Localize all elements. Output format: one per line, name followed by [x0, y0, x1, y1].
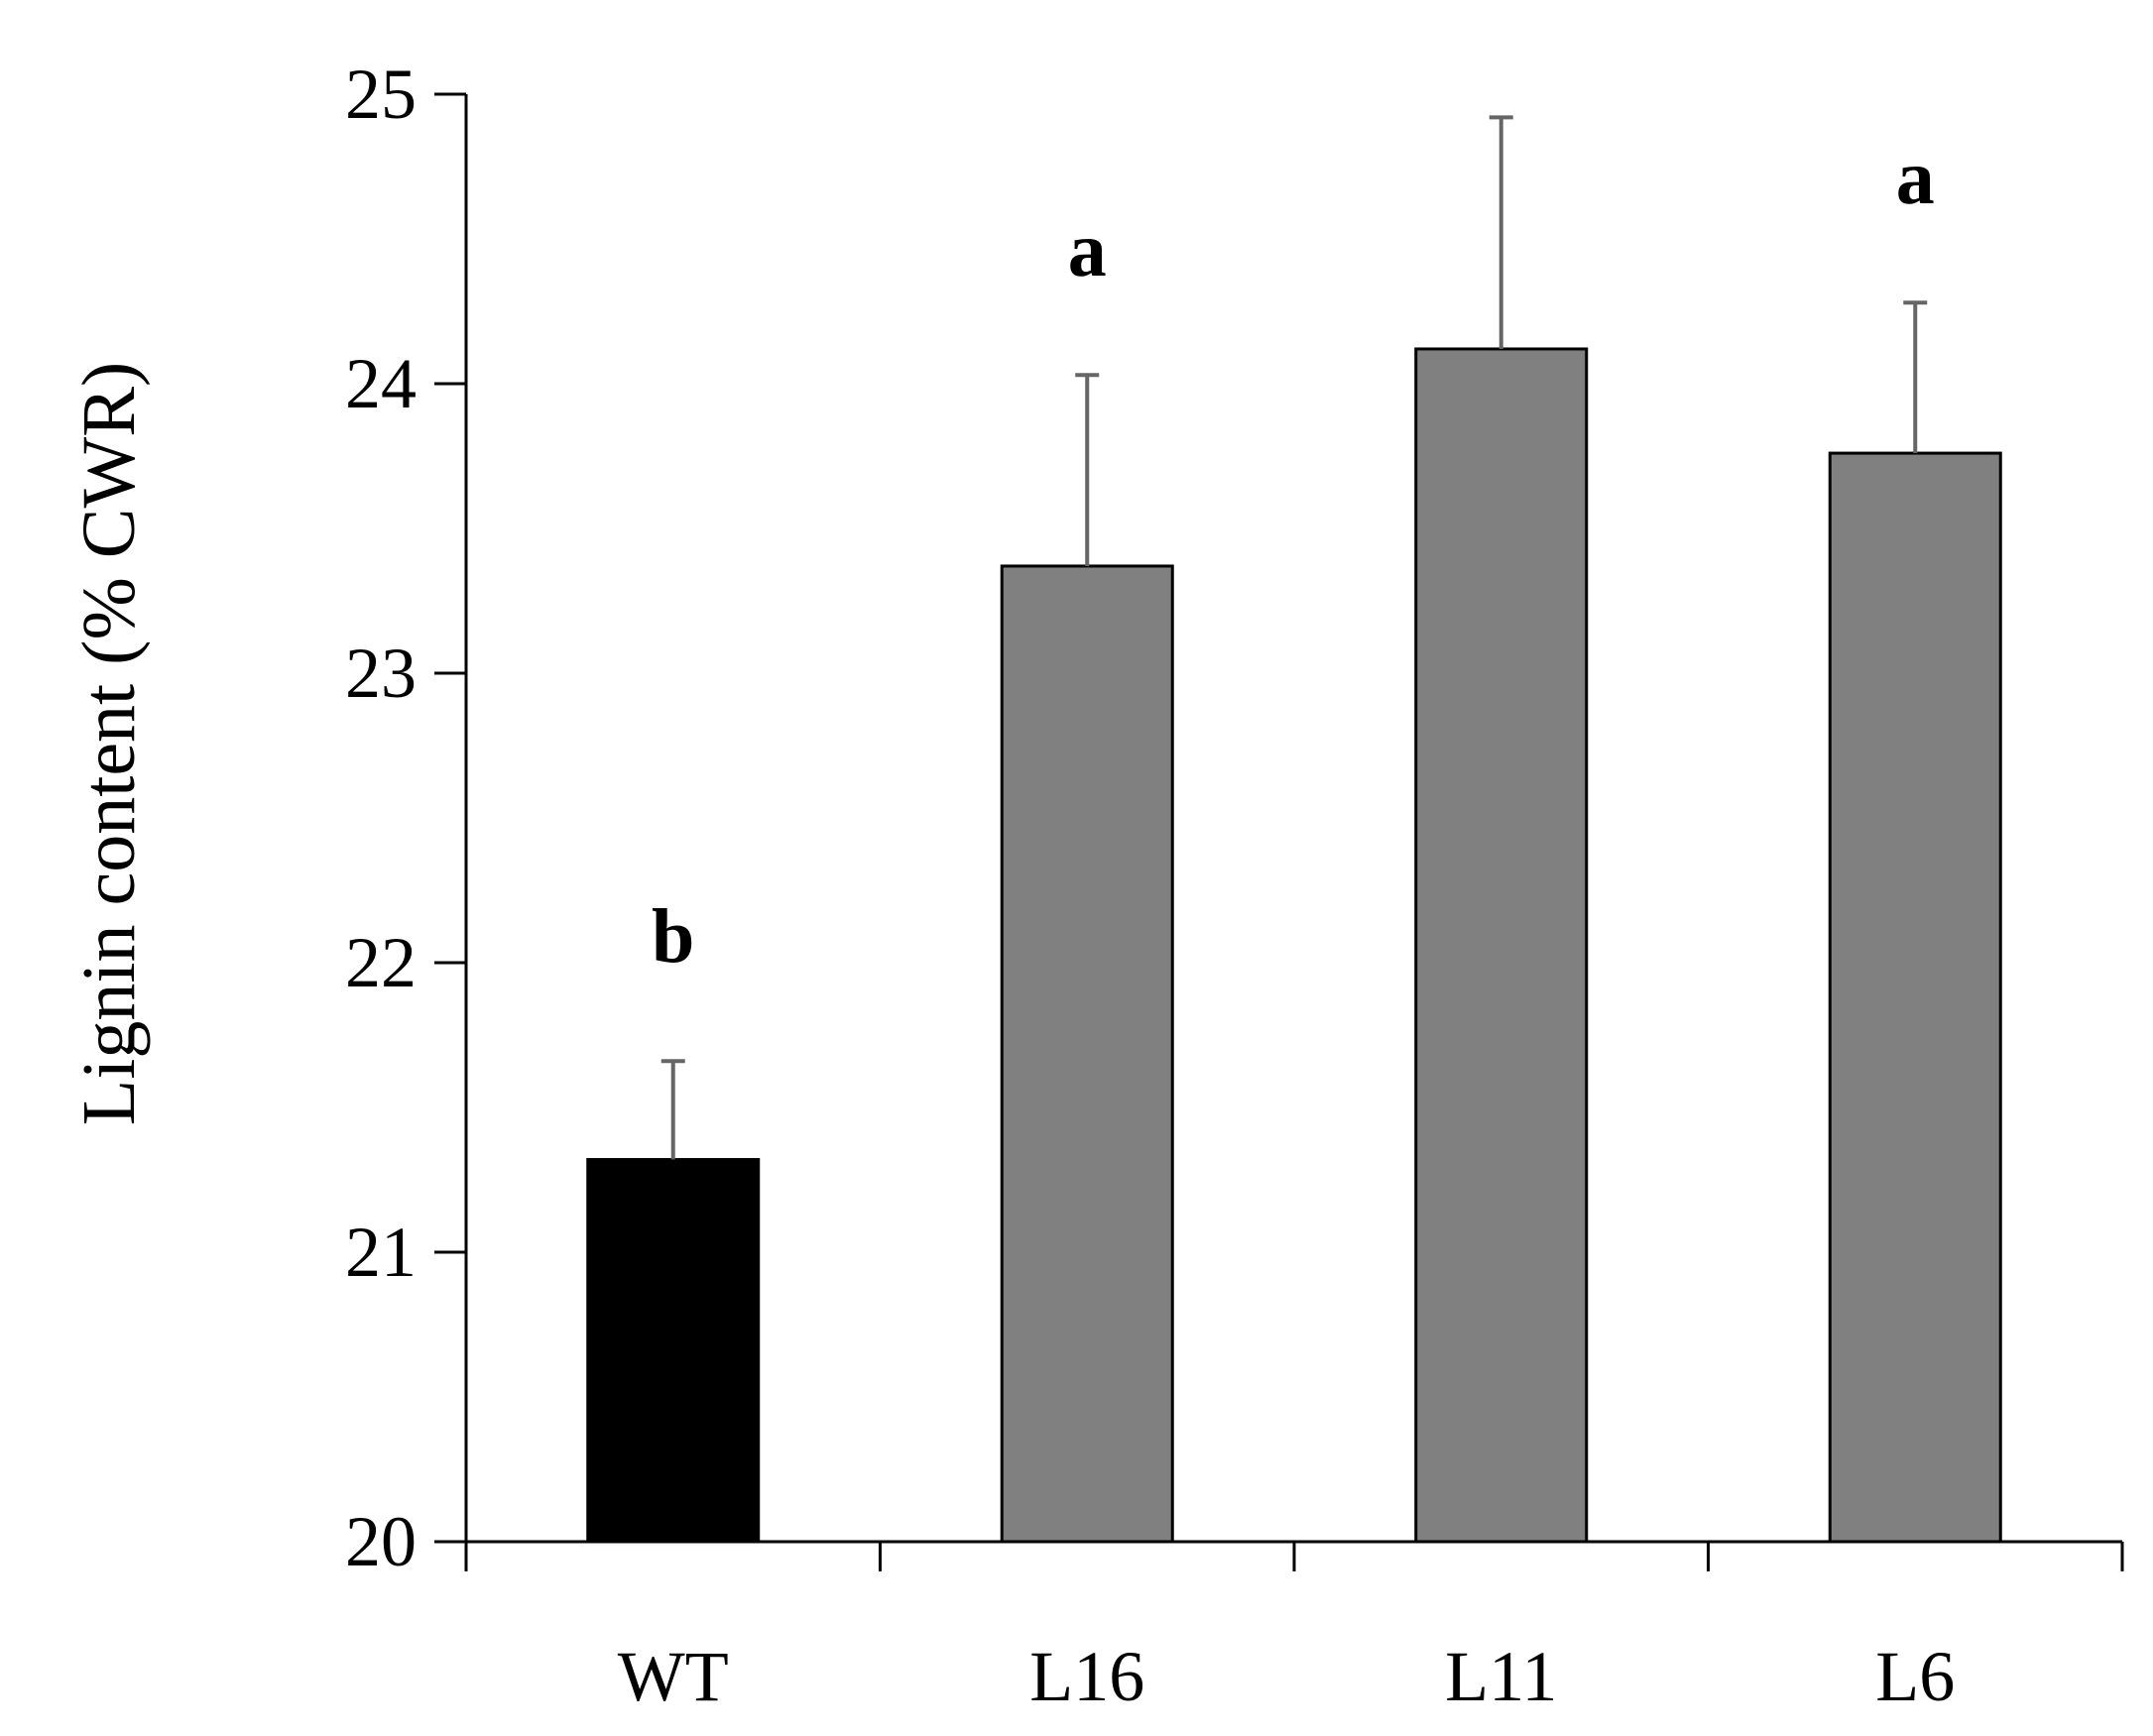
significance-label-l6: a [1896, 134, 1935, 220]
bar-l6 [1828, 451, 2002, 1544]
axes-layer [434, 92, 2124, 1571]
y-tick-label-23: 23 [345, 634, 417, 713]
category-label-l16: L16 [1029, 1637, 1144, 1716]
category-label-l11: L11 [1445, 1637, 1557, 1716]
labels-layer: WT b L16 a L11 L6 a 20 21 22 23 24 25 [345, 55, 1955, 1716]
y-tick-label-25: 25 [345, 55, 417, 134]
significance-label-wt: b [652, 892, 694, 979]
y-tick-label-21: 21 [345, 1213, 417, 1292]
y-axis-title: Lignin content (% CWR) [67, 362, 151, 1125]
category-label-l6: L6 [1875, 1637, 1955, 1716]
y-tick-label-22: 22 [345, 923, 417, 1002]
error-bars-layer [660, 115, 1928, 1160]
y-tick-label-24: 24 [345, 344, 417, 423]
bar-wt [586, 1158, 761, 1544]
y-tick-label-20: 20 [345, 1502, 417, 1581]
category-label-wt: WT [618, 1637, 729, 1716]
significance-label-l16: a [1068, 206, 1107, 292]
bars-layer [586, 347, 2002, 1544]
bar-l16 [1000, 564, 1174, 1544]
bar-l11 [1414, 347, 1589, 1544]
